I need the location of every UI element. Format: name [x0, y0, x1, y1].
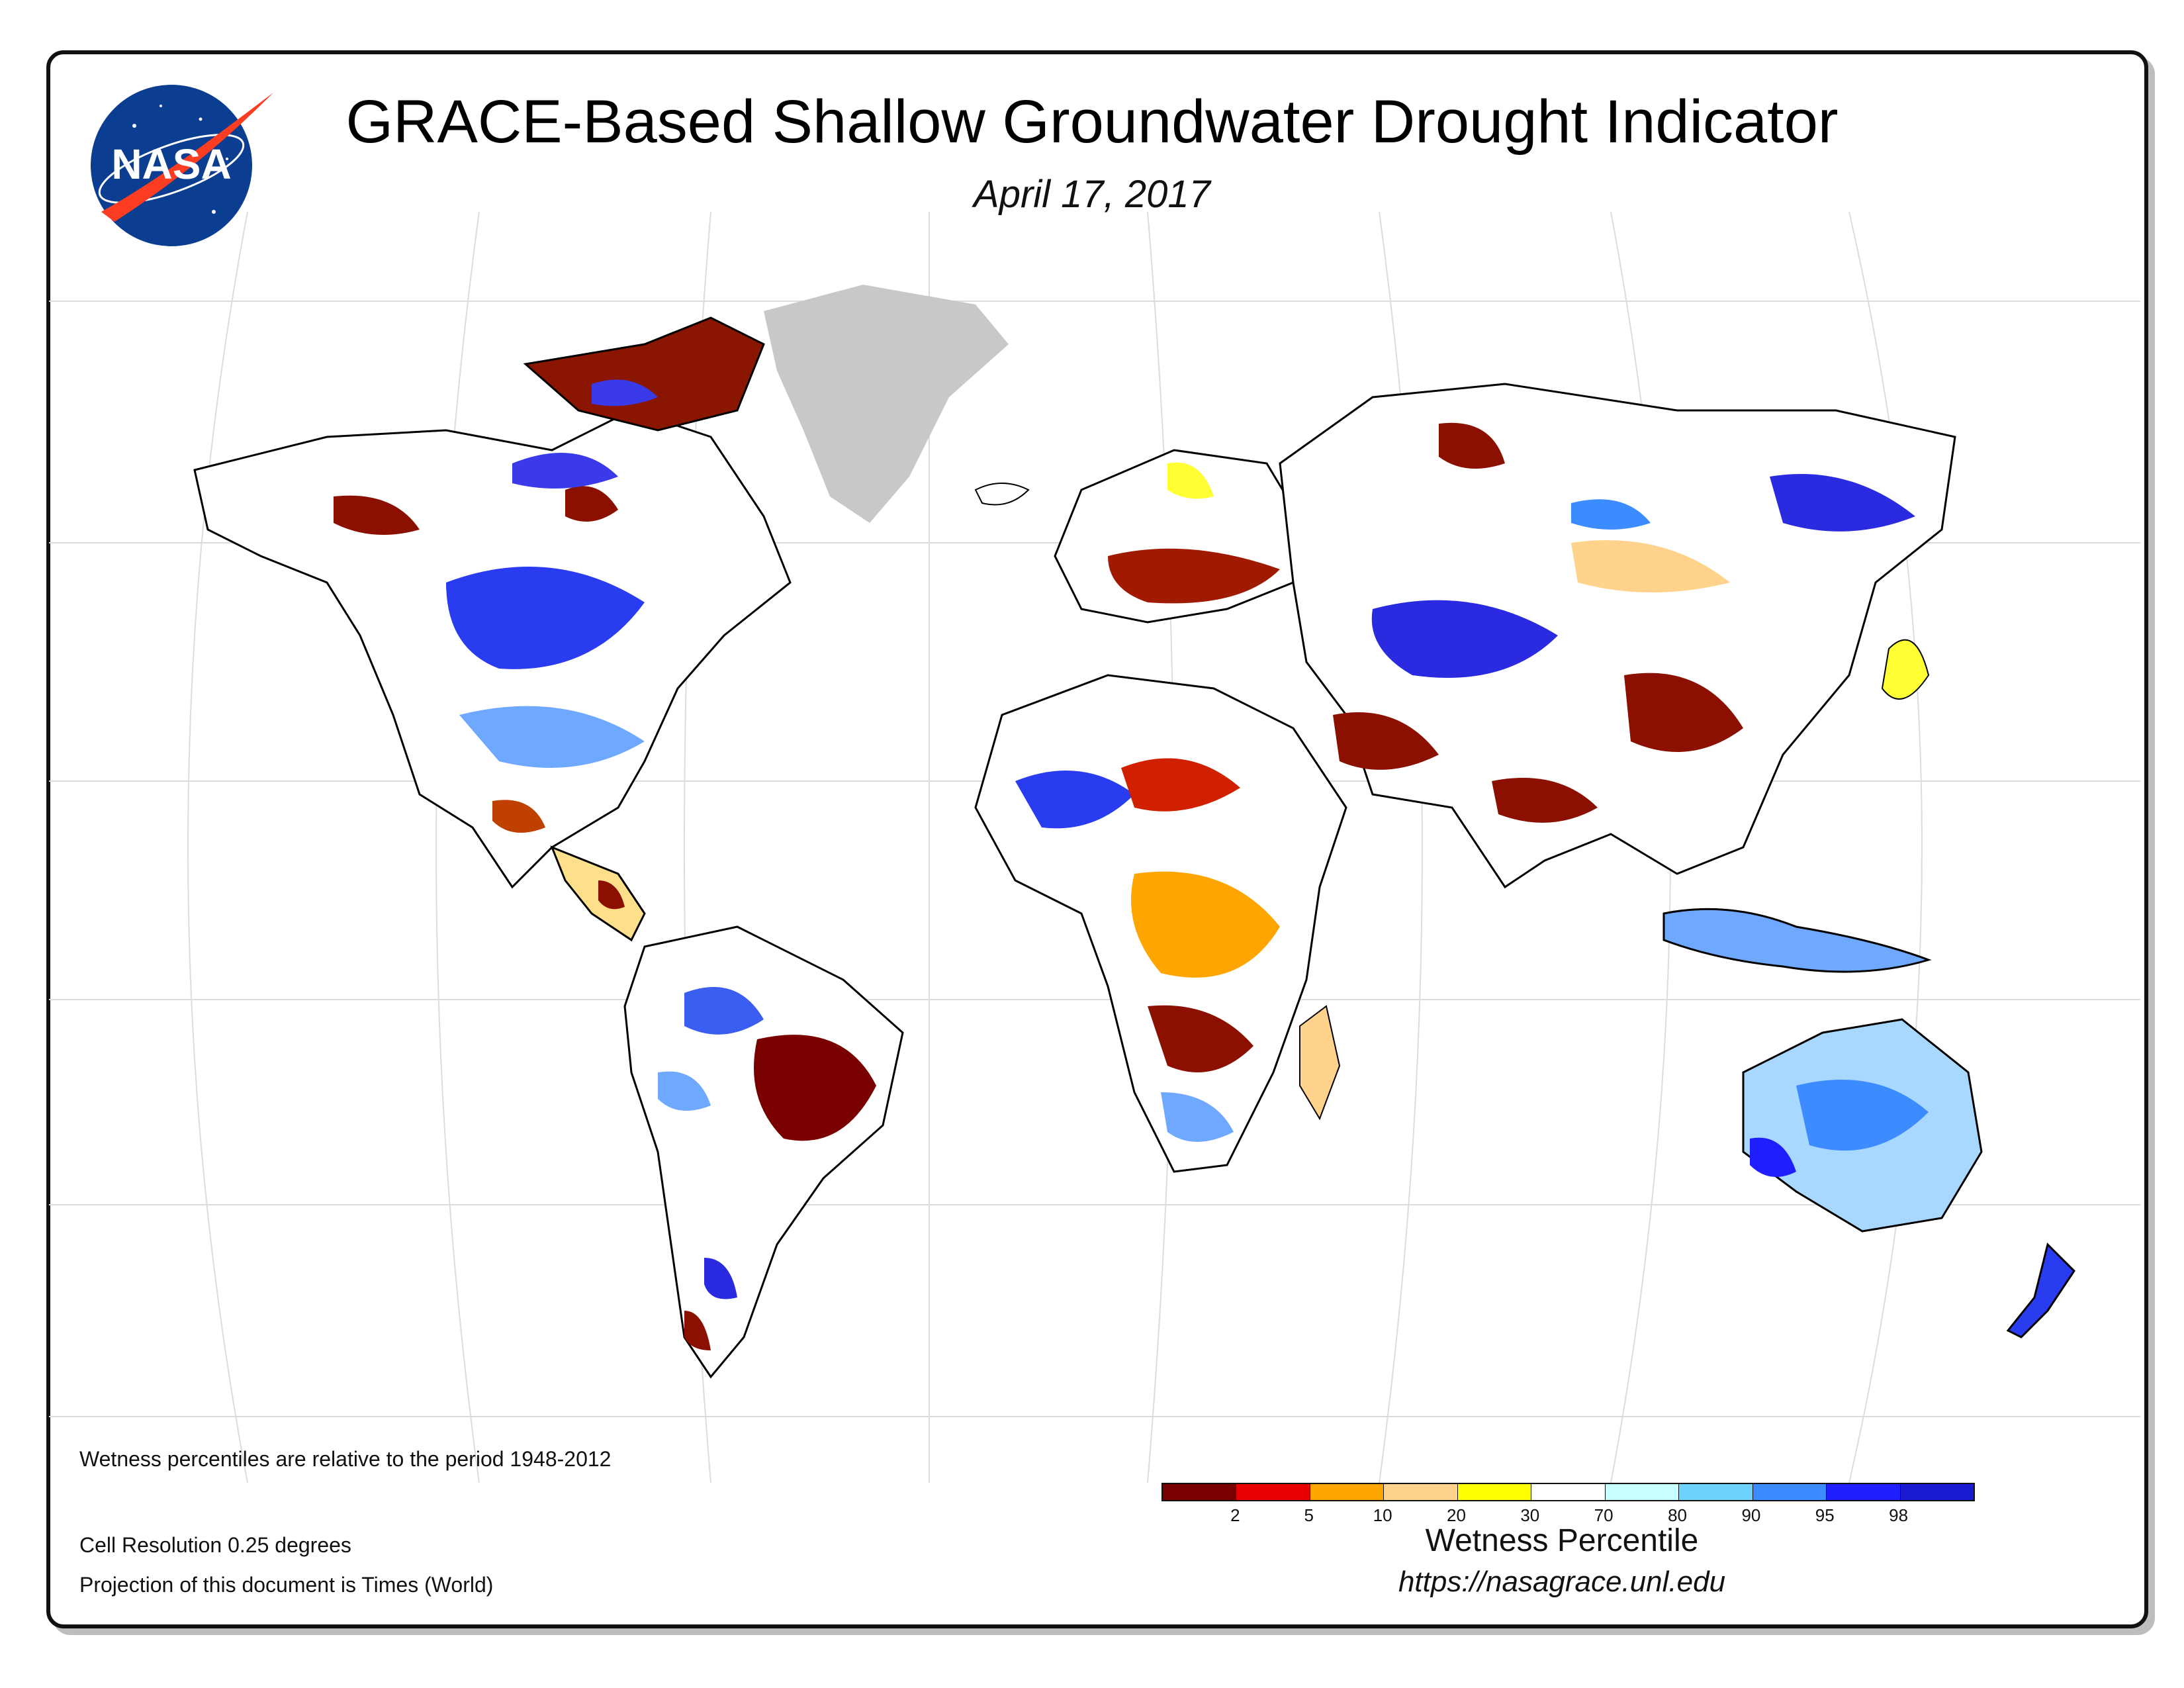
- legend-swatch: [1531, 1484, 1606, 1500]
- legend-tick-label: 90: [1741, 1505, 1761, 1525]
- arctic-islands: [523, 316, 765, 432]
- new-zealand: [2006, 1243, 2075, 1338]
- legend-tick-label: 10: [1373, 1505, 1392, 1525]
- legend-tick-label: 30: [1520, 1505, 1540, 1525]
- world-map: [49, 212, 2140, 1483]
- iceland: [974, 483, 1030, 506]
- greenland: [764, 285, 1009, 523]
- source-url[interactable]: https://nasagrace.unl.edu: [1398, 1566, 1726, 1598]
- legend-swatch: [1605, 1484, 1680, 1500]
- legend-swatch: [1236, 1484, 1310, 1500]
- legend-swatch: [1384, 1484, 1458, 1500]
- legend-swatch: [1679, 1484, 1753, 1500]
- legend-title: Wetness Percentile: [1425, 1523, 1699, 1558]
- map-title: GRACE-Based Shallow Groundwater Drought …: [345, 88, 1839, 156]
- nasa-logo-text: NASA: [111, 140, 231, 188]
- legend-tick-label: 5: [1304, 1505, 1314, 1525]
- legend-tick-label: 20: [1446, 1505, 1466, 1525]
- legend-swatch: [1310, 1484, 1385, 1500]
- legend-colorbar: [1161, 1483, 1975, 1501]
- legend-swatch: [1900, 1484, 1974, 1500]
- japan: [1881, 639, 1930, 700]
- nasa-logo: NASA: [91, 85, 273, 246]
- legend-tick-label: 2: [1230, 1505, 1240, 1525]
- legend-swatch: [1752, 1484, 1827, 1500]
- legend-tick-label: 80: [1668, 1505, 1687, 1525]
- legend-swatch: [1457, 1484, 1532, 1500]
- legend-tick-label: 95: [1815, 1505, 1835, 1525]
- note-period: Wetness percentiles are relative to the …: [79, 1447, 612, 1471]
- legend-swatch: [1827, 1484, 1901, 1500]
- south-america: [623, 925, 904, 1379]
- southeast-asia-islands: [1662, 908, 1932, 973]
- note-projection: Projection of this document is Times (Wo…: [79, 1573, 494, 1597]
- legend-swatch: [1163, 1484, 1237, 1500]
- legend-tick-label: 70: [1594, 1505, 1614, 1525]
- legend-tick-label: 98: [1889, 1505, 1909, 1525]
- note-resolution: Cell Resolution 0.25 degrees: [79, 1533, 351, 1557]
- map-date: April 17, 2017: [974, 173, 1210, 216]
